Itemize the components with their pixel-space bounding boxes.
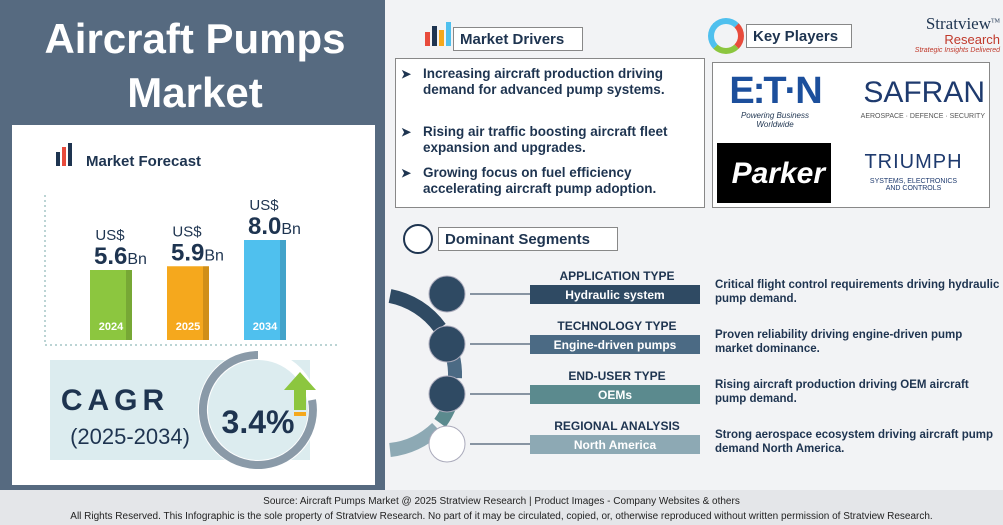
segment-desc-box: Strong aerospace ecosystem driving aircr… — [715, 429, 994, 455]
footer-rights: All Rights Reserved. This Infographic is… — [70, 511, 933, 522]
segment-icon — [428, 275, 466, 313]
segment-value: OEMs — [598, 388, 632, 402]
year-label: 2034 — [253, 321, 278, 333]
currency: US$ — [249, 197, 279, 214]
year-label: 2024 — [99, 321, 124, 333]
driver-item: Growing focus on fuel efficiency acceler… — [401, 165, 693, 197]
value: 8.0 — [248, 213, 281, 240]
segment-pill — [530, 435, 700, 454]
segment-description: Rising aircraft production driving OEM a… — [715, 379, 969, 405]
brand-name: StratviewTM — [900, 14, 1000, 34]
safran-tag: AEROSPACE · DEFENCE · SECURITY — [860, 113, 985, 120]
segment-pill — [530, 385, 700, 404]
driver-item: Rising air traffic boosting aircraft fle… — [401, 124, 693, 156]
unit: Bn — [281, 221, 301, 238]
safran-logo: SAFRAN AEROSPACE · DEFENCE · SECURITY — [835, 73, 985, 120]
cagr-ring — [198, 351, 317, 469]
driver-item: Increasing aircraft production driving d… — [401, 66, 693, 98]
players-heading: Key Players — [746, 24, 852, 48]
cagr-period: (2025-2034) — [70, 424, 190, 449]
brand: StratviewTM Research Strategic Insights … — [900, 14, 1000, 54]
segment-desc-box: Rising aircraft production driving OEM a… — [715, 379, 969, 405]
year-label: 2025 — [176, 321, 200, 333]
cagr-bg — [50, 360, 310, 460]
parker-logo: Parker — [717, 143, 831, 203]
value: 5.9 — [171, 239, 204, 266]
brand-name-text: Stratview — [925, 14, 991, 33]
segment-desc-box: Critical flight control requirements dri… — [715, 279, 1000, 305]
forecast-chart: Market Forecast CAGR (2025-2034) 3.4% 20… — [44, 143, 340, 470]
segment-value: North America — [574, 438, 657, 452]
segment-desc-box: Proven reliability driving engine-driven… — [715, 329, 963, 355]
segment-type: REGIONAL ANALYSIS — [554, 419, 680, 433]
segment-description: Critical flight control requirements dri… — [715, 279, 1000, 305]
footer-source: Source: Aircraft Pumps Market @ 2025 Str… — [263, 496, 740, 507]
donut-arc — [388, 289, 446, 333]
triumph-tag: SYSTEMS, ELECTRONICS AND CONTROLS — [869, 178, 958, 192]
title: Aircraft Pumps Market — [44, 15, 346, 116]
segment-value: Hydraulic system — [565, 288, 664, 302]
segments-heading: Dominant Segments — [438, 227, 618, 251]
segments-icon — [403, 224, 433, 254]
segment-type: APPLICATION TYPE — [559, 269, 674, 283]
segment-value: Engine-driven pumps — [554, 338, 677, 352]
currency: US$ — [95, 227, 125, 244]
chart-icon — [56, 143, 72, 166]
segment-icon — [428, 375, 466, 413]
brand-sub: Research — [944, 32, 1000, 47]
eaton-tag: Powering Business Worldwide — [740, 111, 810, 129]
bar — [90, 270, 132, 340]
segment-description: Strong aerospace ecosystem driving aircr… — [715, 429, 994, 455]
value-label: 5.6Bn — [94, 243, 147, 270]
eaton-text: E:T·N — [729, 70, 822, 112]
deco — [385, 298, 400, 448]
triumph-logo: TRIUMPH SYSTEMS, ELECTRONICS AND CONTROL… — [841, 151, 986, 192]
players-box: E:T·N Powering Business Worldwide SAFRAN… — [712, 62, 990, 208]
brand-tm: TM — [991, 18, 1000, 25]
segment-pill — [530, 335, 700, 354]
value: 5.6 — [94, 243, 127, 270]
donut-arc — [389, 422, 442, 457]
segment-type: TECHNOLOGY TYPE — [557, 319, 676, 333]
brand-tagline: Strategic Insights Delivered — [914, 47, 1000, 54]
safran-text: SAFRAN — [863, 76, 985, 109]
cagr-label: CAGR — [61, 384, 169, 417]
unit: Bn — [204, 247, 224, 264]
drivers-icon — [423, 18, 453, 48]
forecast-heading: Market Forecast — [86, 153, 201, 170]
arrow-bar — [294, 412, 306, 416]
segment-type: END-USER TYPE — [568, 369, 665, 383]
bar-side — [126, 270, 132, 340]
eaton-logo: E:T·N Powering Business Worldwide — [725, 71, 825, 129]
value-label: 8.0Bn — [248, 213, 301, 240]
up-arrow — [284, 372, 316, 410]
players-icon — [708, 18, 744, 54]
drivers-heading: Market Drivers — [453, 27, 583, 51]
segment-icon — [428, 425, 466, 463]
segment-description: Proven reliability driving engine-driven… — [715, 329, 963, 355]
footer: Source: Aircraft Pumps Market @ 2025 Str… — [0, 490, 1003, 525]
drivers-list: Increasing aircraft production driving d… — [395, 66, 705, 206]
currency: US$ — [172, 223, 202, 240]
unit: Bn — [127, 251, 147, 268]
triumph-text: TRIUMPH — [864, 151, 963, 173]
bar — [167, 266, 209, 340]
segments: APPLICATION TYPE Hydraulic system Critical… — [385, 269, 1000, 463]
bar-side — [203, 266, 209, 340]
bar — [244, 240, 286, 340]
segment-pill — [530, 285, 700, 304]
cagr-value: 3.4% — [222, 404, 295, 440]
bar-side — [280, 240, 286, 340]
segment-icon — [428, 325, 466, 363]
value-label: 5.9Bn — [171, 239, 224, 266]
